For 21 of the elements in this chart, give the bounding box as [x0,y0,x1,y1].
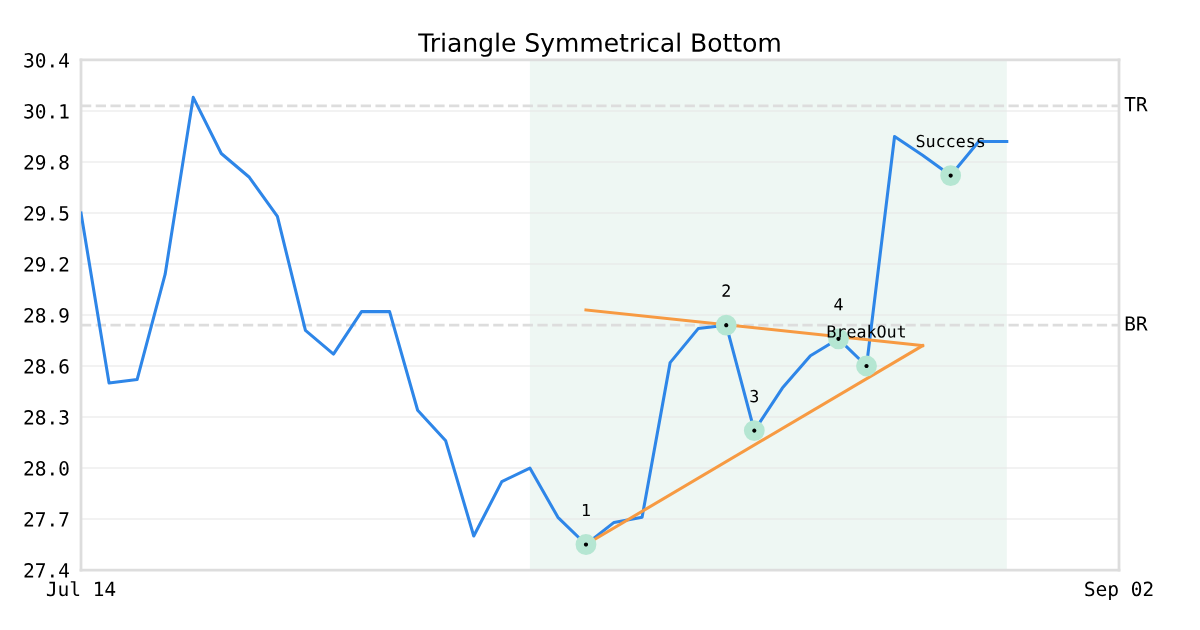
y-tick-label: 30.4 [24,52,69,68]
y-tick-label: 27.7 [24,512,69,527]
y-tick-label: 29.5 [24,206,69,221]
y-tick-label: 30.1 [24,103,69,119]
y-tick-label: 29.8 [24,154,69,170]
x-tick-label: Sep 02 [1085,581,1153,601]
x-tick-label: Jul 14 [46,581,116,597]
annotation: 1 [582,503,590,517]
y-tick-label: 27.4 [24,563,69,578]
y-tick-label: 28.6 [24,359,69,374]
ref-line-label: TR [1124,97,1148,112]
y-tick-label: 28.0 [24,461,69,476]
chart-title: Triangle Symmetrical Bottom [418,32,780,57]
ref-line-label: BR [1125,316,1148,331]
annotation: 2 [722,284,730,297]
y-tick-label: 29.2 [24,257,69,272]
annotation: 4 [834,298,843,311]
annotation: 3 [750,389,759,403]
annotation: Success [916,134,985,148]
y-tick-label: 28.3 [24,410,69,425]
y-tick-label: 28.9 [24,308,69,323]
